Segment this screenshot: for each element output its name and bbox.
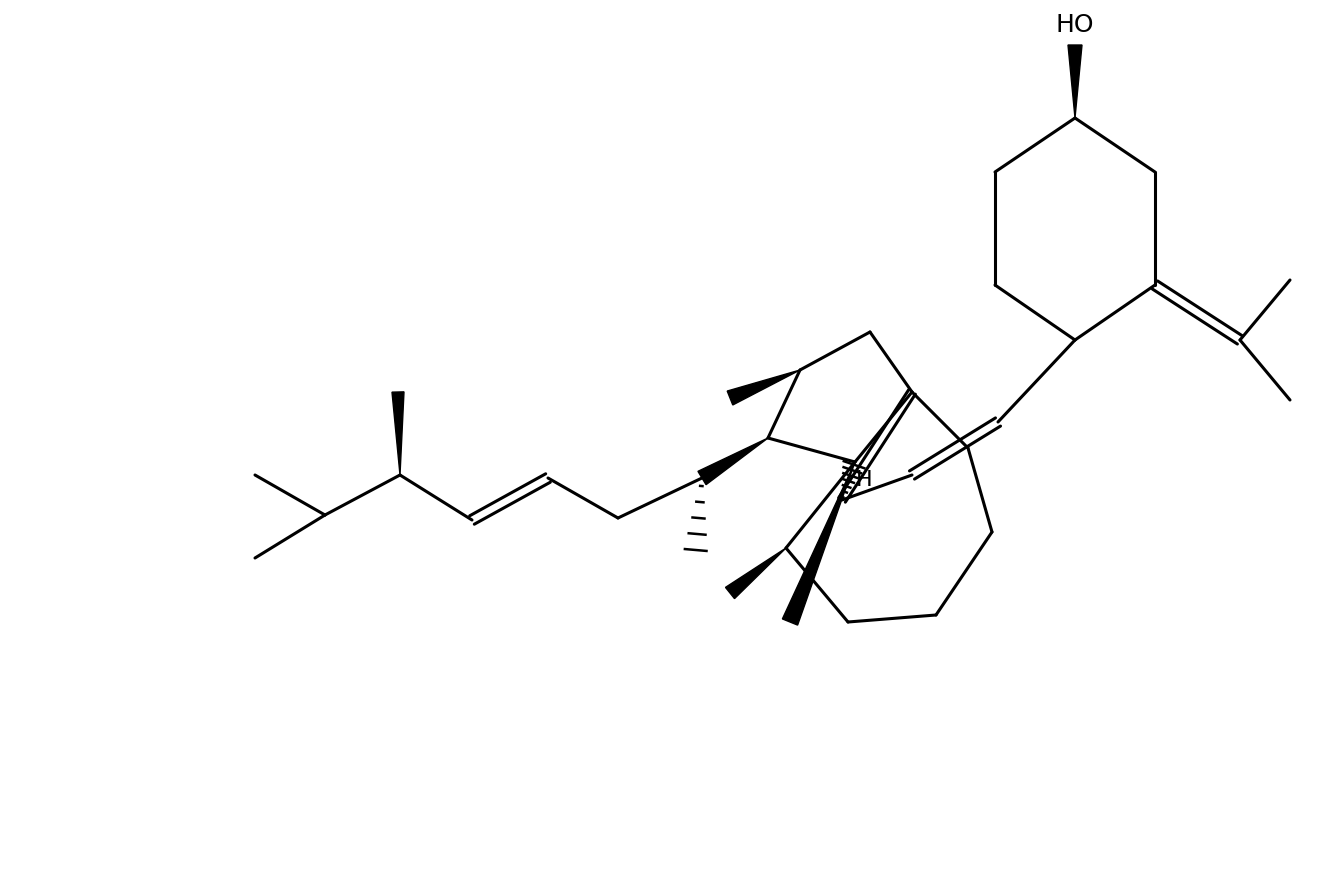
Text: HO: HO <box>1055 13 1094 37</box>
Polygon shape <box>392 392 404 475</box>
Polygon shape <box>726 548 786 598</box>
Polygon shape <box>698 438 768 485</box>
Polygon shape <box>1068 45 1082 118</box>
Polygon shape <box>727 370 800 405</box>
Text: H: H <box>855 470 873 490</box>
Polygon shape <box>782 462 855 625</box>
